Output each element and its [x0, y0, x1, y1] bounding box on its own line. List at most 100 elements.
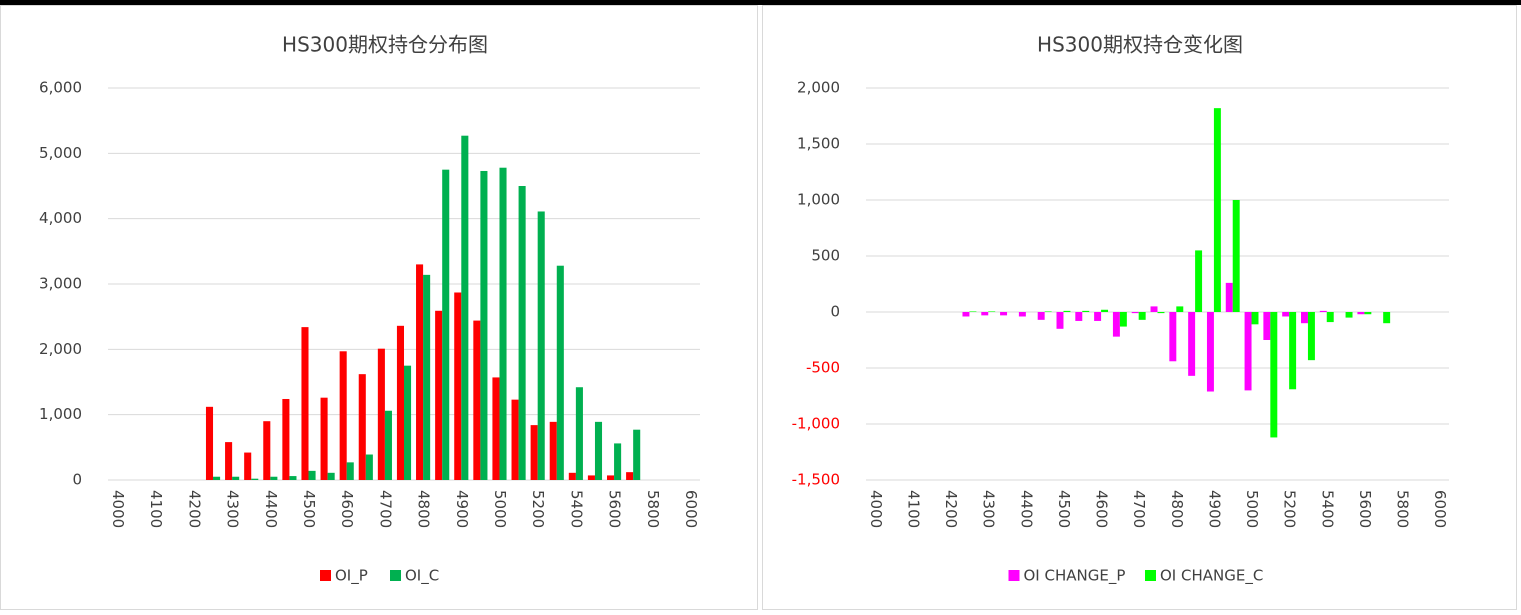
bar	[1300, 312, 1308, 324]
bar	[988, 311, 996, 312]
y-tick-label: 500	[811, 247, 840, 265]
x-tick-label: 5400	[1318, 490, 1336, 528]
bar	[205, 406, 214, 480]
bar	[587, 475, 595, 480]
bar	[232, 476, 240, 480]
y-tick-label: -500	[806, 359, 840, 377]
x-tick-label: 5400	[567, 490, 585, 528]
bar	[962, 312, 970, 317]
x-tick-label: 5800	[644, 490, 662, 528]
bar	[1282, 312, 1290, 317]
bar	[244, 452, 252, 480]
x-tick-label: 6000	[1431, 490, 1449, 528]
bar	[518, 186, 526, 480]
bar	[606, 475, 615, 480]
y-tick-label: 5,000	[39, 144, 82, 162]
chart-title: HS300期权持仓变化图	[1037, 33, 1243, 57]
bar	[1082, 310, 1090, 312]
x-tick-label: 4500	[1055, 490, 1073, 528]
bar	[626, 472, 634, 480]
y-tick-label: -1,000	[792, 415, 840, 433]
y-tick-label: 3,000	[39, 275, 82, 293]
bar	[1000, 312, 1008, 316]
bar	[327, 472, 335, 480]
y-tick-label: 1,500	[797, 135, 840, 153]
legend-label: OI CHANGE_C	[1160, 567, 1263, 586]
bar	[1195, 250, 1203, 312]
legend-swatch	[1008, 570, 1020, 581]
bar	[1319, 310, 1327, 312]
bar	[1157, 312, 1165, 314]
legend-label: OI_C	[405, 567, 439, 586]
bar	[1225, 282, 1233, 312]
bar	[289, 476, 297, 480]
bar	[511, 399, 519, 480]
bar	[1056, 312, 1064, 329]
x-tick-label: 4300	[224, 490, 242, 528]
legend-label: OI CHANGE_P	[1024, 567, 1126, 586]
bar	[556, 265, 564, 480]
bar	[1289, 312, 1297, 390]
bar	[594, 421, 603, 480]
bar	[1232, 200, 1240, 312]
bar	[1364, 312, 1372, 315]
x-tick-label: 5000	[491, 490, 509, 528]
bar	[225, 442, 233, 480]
x-tick-label: 4700	[1130, 490, 1148, 528]
bar	[1131, 312, 1139, 314]
x-tick-label: 4800	[415, 490, 433, 528]
bar	[365, 454, 373, 480]
bar	[1119, 312, 1127, 327]
bar	[1075, 312, 1083, 321]
bar	[1251, 312, 1259, 325]
x-tick-label: 6000	[682, 490, 700, 528]
y-tick-label: 1,000	[39, 405, 82, 423]
bar	[1169, 312, 1177, 362]
bar	[435, 310, 443, 480]
x-tick-label: 4500	[300, 490, 318, 528]
bar	[614, 443, 622, 480]
x-tick-label: 4300	[980, 490, 998, 528]
bar	[1037, 312, 1045, 320]
bar	[1206, 312, 1214, 392]
y-tick-label: 0	[72, 471, 82, 489]
bar	[1263, 312, 1271, 340]
bar	[308, 470, 316, 480]
bar	[1138, 312, 1146, 320]
x-tick-label: 4900	[1205, 490, 1223, 528]
bar	[568, 472, 576, 480]
y-tick-label: 2,000	[39, 340, 82, 358]
x-tick-label: 4200	[185, 490, 203, 528]
bar	[442, 169, 450, 480]
bar	[282, 398, 290, 480]
bar	[981, 312, 989, 316]
legend-swatch	[390, 570, 401, 581]
x-tick-label: 4600	[338, 490, 356, 528]
y-tick-label: -1,500	[792, 471, 840, 489]
bar	[1044, 311, 1052, 312]
bar	[1018, 312, 1026, 317]
bar	[301, 327, 309, 480]
panel-frame	[762, 5, 1517, 610]
bar	[492, 377, 500, 480]
x-tick-label: 4400	[1017, 490, 1035, 528]
bar	[454, 292, 462, 480]
bar	[213, 476, 221, 480]
x-tick-label: 4900	[453, 490, 471, 528]
x-tick-label: 4700	[376, 490, 394, 528]
chart-title: HS300期权持仓分布图	[282, 33, 488, 57]
bar	[633, 429, 641, 480]
x-tick-label: 5600	[606, 490, 624, 528]
bar	[251, 478, 259, 480]
bar	[339, 351, 347, 480]
bar	[1326, 312, 1334, 323]
bar	[1063, 310, 1071, 312]
x-tick-label: 5600	[1356, 490, 1374, 528]
bar	[358, 374, 366, 480]
bar	[1357, 312, 1365, 315]
x-tick-label: 5200	[1281, 490, 1299, 528]
bar	[1345, 312, 1353, 318]
bar	[461, 135, 469, 480]
bar	[263, 421, 271, 480]
